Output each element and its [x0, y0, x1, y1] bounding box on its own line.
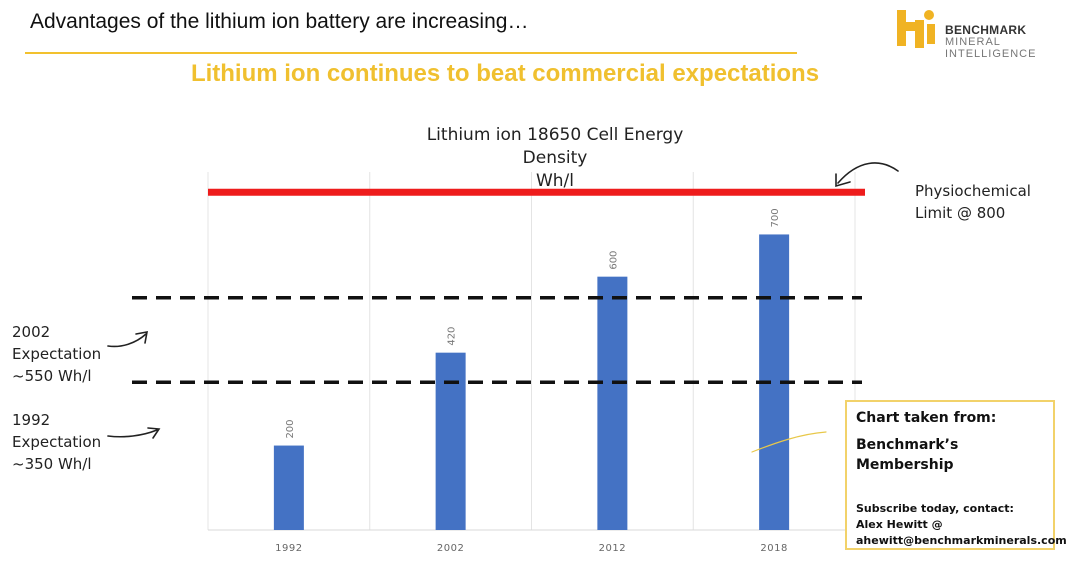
x-tick-label-1992: 1992: [275, 543, 302, 554]
exp1992-line2: Expectation: [12, 433, 102, 451]
expectation-1992-annotation: 1992 Expectation ~350 Wh/l: [12, 409, 101, 475]
chart-gridlines: [207, 172, 856, 531]
x-tick-label-2002: 2002: [437, 543, 464, 554]
logo-brand-line3: INTELLIGENCE: [945, 48, 1037, 60]
callout-pointer-line: [751, 431, 827, 453]
limit-arrow-curve: [837, 162, 899, 184]
exp1992-arrow-curve: [107, 429, 158, 438]
exp2002-arrow-curve: [107, 333, 147, 348]
annotation-arrows: [107, 162, 899, 453]
chart-x-ticks: 1992 2002 2012 2018: [275, 543, 787, 554]
exp2002-arrow-head: [135, 331, 148, 344]
callout-line1: Chart taken from:: [856, 410, 997, 426]
callout-email[interactable]: ahewitt@benchmarkminerals.com: [856, 534, 1067, 547]
bar-2012: [597, 276, 628, 530]
bar-2002: [435, 352, 466, 530]
headline: Advantages of the lithium ion battery ar…: [30, 10, 529, 33]
limit-annotation-line1: Physiochemical: [915, 182, 1031, 200]
chart-unit-text: Wh/l: [535, 171, 575, 191]
limit-annotation-line2: Limit @ 800: [915, 204, 1006, 222]
exp2002-line2: Expectation: [12, 345, 102, 363]
chart-title: Lithium ion 18650 Cell Energy Density Wh…: [395, 124, 715, 193]
callout-line4: Alex Hewitt @: [856, 518, 943, 531]
callout-line3: Subscribe today, contact:: [856, 502, 1014, 515]
limit-arrow-head: [835, 173, 851, 188]
chart-data-labels: 200 420 600 700: [285, 208, 781, 438]
logo-icon: [897, 10, 935, 48]
source-callout-box: Chart taken from: Benchmark’s Membership…: [845, 400, 1067, 550]
exp1992-arrow-head: [147, 427, 161, 439]
x-tick-label-2012: 2012: [599, 543, 626, 554]
exp1992-line3: ~350 Wh/l: [12, 455, 92, 473]
chart-title-text: Lithium ion 18650 Cell Energy Density: [426, 125, 684, 168]
slide-subtitle: Lithium ion continues to beat commercial…: [190, 60, 820, 87]
data-label-2012: 600: [608, 251, 619, 270]
data-label-2018: 700: [770, 208, 781, 227]
callout-line2: Benchmark’s Membership: [856, 437, 959, 473]
chart-reference-lines: [132, 188, 865, 384]
exp1992-line1: 1992: [12, 411, 51, 429]
bar-1992: [273, 445, 304, 530]
benchmark-logo: BENCHMARK MINERAL INTELLIGENCE: [893, 6, 1043, 60]
expectation-2002-annotation: 2002 Expectation ~550 Wh/l: [12, 321, 101, 387]
logo-brand-line1: BENCHMARK: [945, 23, 1027, 37]
data-label-1992: 200: [285, 419, 296, 438]
header-divider: [25, 52, 797, 54]
data-label-2002: 420: [447, 327, 458, 346]
limit-annotation: Physiochemical Limit @ 800: [915, 180, 1031, 224]
logo-brand-line2: MINERAL: [945, 36, 1001, 48]
exp2002-line1: 2002: [12, 323, 51, 341]
exp2002-line3: ~550 Wh/l: [12, 367, 92, 385]
x-tick-label-2018: 2018: [760, 543, 787, 554]
